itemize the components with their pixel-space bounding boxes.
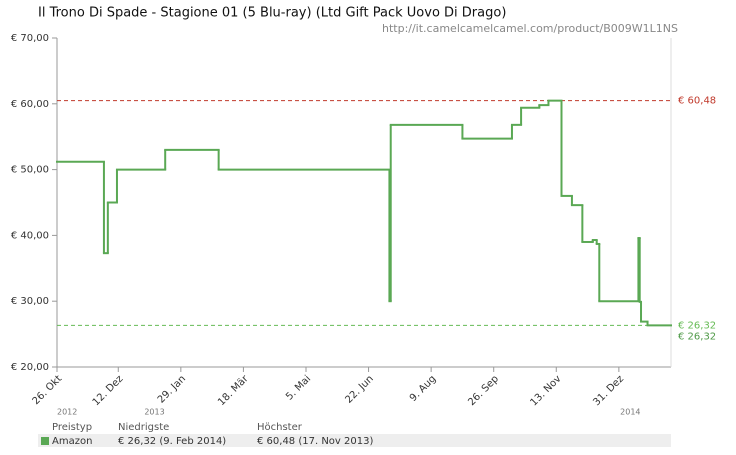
x-tick-label: 26. Sep [466,373,501,408]
x-tick-label: 31. Dez [591,373,626,408]
x-tick-label: 5. Mai [284,373,313,402]
y-tick-label: € 50,00 [11,165,49,176]
y-tick-label: € 40,00 [11,230,49,241]
year-label: 2012 [57,408,77,417]
reference-label: € 60,48 [678,96,716,107]
table-header: Höchster [257,422,303,433]
legend-swatch [41,437,49,445]
table-row-bg [38,434,671,447]
year-label: 2013 [144,408,164,417]
x-tick-label: 12. Dez [91,373,126,408]
table-cell: Amazon [52,436,92,447]
table-header: Preistyp [52,422,92,433]
x-tick-label: 29. Jan [156,373,188,405]
x-tick-label: 26. Okt [31,373,65,407]
table-header: Niedrigste [118,422,169,433]
x-tick-label: 9. Aug [408,373,439,404]
y-tick-label: € 30,00 [11,296,49,307]
x-tick-label: 13. Nov [528,373,563,408]
table-cell: € 60,48 (17. Nov 2013) [257,436,373,447]
reference-label: € 26,32 [678,320,716,331]
current-price-label: € 26,32 [678,331,716,342]
y-tick-label: € 60,00 [11,99,49,110]
y-tick-label: € 20,00 [11,362,49,373]
y-tick-label: € 70,00 [11,33,49,44]
year-label: 2014 [620,408,640,417]
x-tick-label: 18. Mär [216,373,251,408]
x-tick-label: 22. Jun [343,373,375,405]
table-cell: € 26,32 (9. Feb 2014) [118,436,226,447]
source-url: http://it.camelcamelcamel.com/product/B0… [382,22,678,35]
chart-title: Il Trono Di Spade - Stagione 01 (5 Blu-r… [38,6,506,21]
